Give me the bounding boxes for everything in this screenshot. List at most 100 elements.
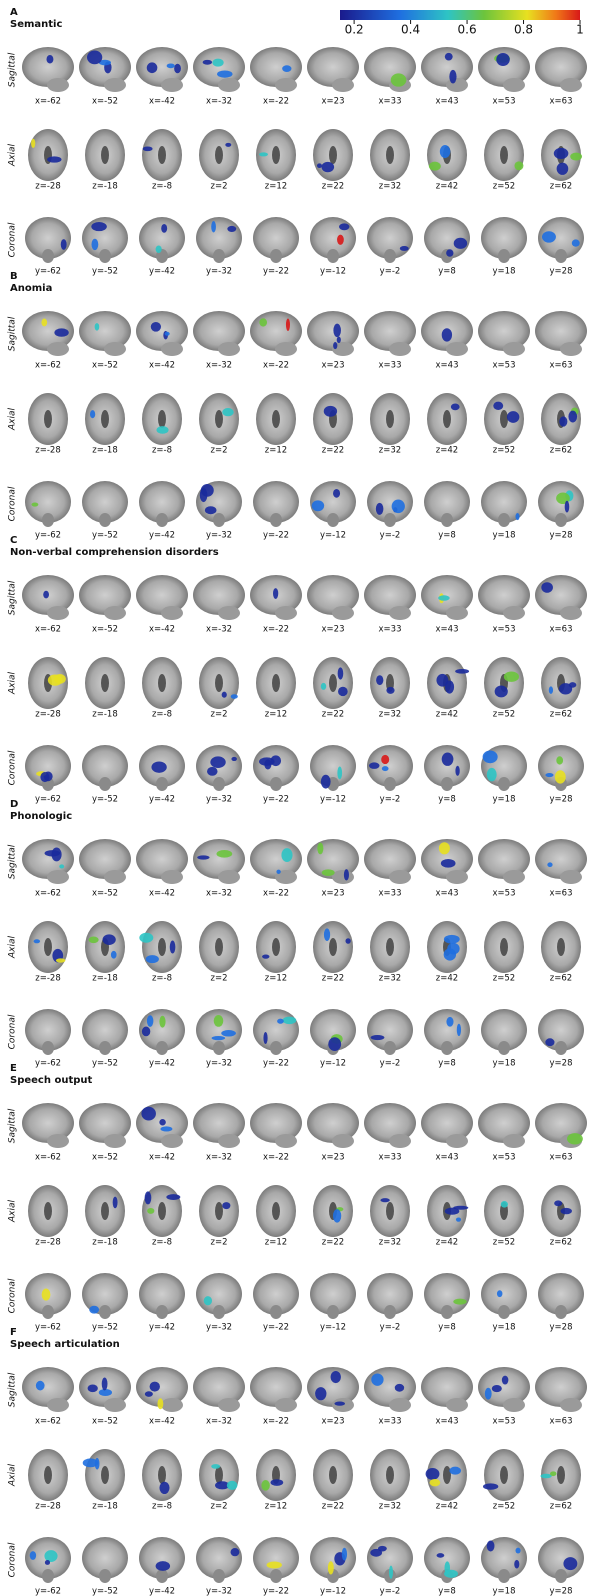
brain-shape [310,1009,356,1051]
cerebellum [218,1398,240,1412]
slice-label: y=-12 [320,1587,346,1596]
brain-slice [196,745,242,791]
brain-slice [425,1449,467,1501]
slice-label: y=28 [550,1587,573,1596]
brain-shape [25,481,71,523]
activation-blob [144,1191,152,1205]
activation-blob [554,1200,563,1207]
activation-blob [388,1565,393,1579]
slice-label: z=12 [265,1502,287,1512]
activation-blob [47,674,63,686]
activation-blob [315,1387,327,1401]
brain-slice [199,393,239,445]
brainstem [270,1305,282,1319]
activation-blob [226,1480,238,1490]
brainstem [99,513,111,527]
view-label: Coronal [8,1278,18,1313]
activation-blob [337,667,344,680]
brain-slice [367,217,413,263]
brain-slice [22,47,74,92]
cerebellum [446,1398,468,1412]
slice-label: z=2 [211,182,228,192]
activation-blob [41,318,48,327]
brain-slice [535,311,587,356]
activation-blob [216,849,233,858]
brainstem [441,1041,453,1055]
slice-label: x=-22 [263,1153,289,1163]
brain-slice [250,1367,302,1412]
ventricle [101,1202,109,1220]
brain-slice [28,1449,68,1501]
cerebellum [275,78,297,92]
cerebellum [389,606,411,620]
activation-blob [88,936,99,944]
slice-label: z=-8 [152,1238,172,1248]
activation-blob [29,1551,37,1560]
slice-label: x=-52 [92,97,118,107]
brain-shape [481,481,527,523]
brain-slice [85,921,125,973]
brain-slice [310,1009,356,1055]
activation-blob [321,869,335,876]
slice-label: y=-2 [380,1059,401,1069]
slice-label: x=33 [379,97,402,107]
brainstem [441,513,453,527]
brainstem [213,1569,225,1583]
slice-label: y=8 [438,1587,456,1596]
cerebellum [104,606,126,620]
slice-label: x=-62 [35,1417,61,1427]
activation-blob [276,869,281,874]
brain-slice [25,1273,71,1319]
brain-shape [364,311,416,351]
activation-blob [441,752,454,766]
slice-label: z=22 [322,974,344,984]
activation-blob [547,862,553,868]
ventricle [386,410,394,428]
brain-slice [250,839,302,884]
activation-blob [281,848,293,863]
ventricle [215,674,223,692]
slice-label: y=-22 [263,1587,289,1596]
activation-blob [87,50,103,65]
panel-letter: A [10,7,18,18]
activation-blob [91,222,107,232]
activation-blob [515,1547,521,1554]
activation-blob [486,767,497,782]
brain-slice [484,921,524,973]
cerebellum [104,342,126,356]
activation-blob [514,161,524,171]
activation-blob [261,1480,270,1491]
brain-slice [256,921,296,973]
activation-blob [455,1217,462,1222]
ventricle [443,1466,451,1484]
brain-slice [370,129,410,181]
slice-label: y=-22 [263,531,289,541]
ventricle [557,938,565,956]
activation-blob [381,754,390,765]
activation-blob [222,407,234,417]
view-label: Sagittal [8,580,18,615]
slice-label: y=-12 [320,531,346,541]
activation-blob [221,691,227,698]
slice-label: x=23 [322,97,345,107]
brain-shape [424,1009,470,1051]
brainstem [99,1305,111,1319]
slice-label: y=-62 [35,1587,61,1596]
activation-blob [87,1384,98,1393]
brain-slice [538,481,584,527]
cerebellum [104,78,126,92]
slice-label: y=-52 [92,1323,118,1333]
cerebellum [161,1398,183,1412]
brainstem [270,777,282,791]
brain-slice [28,393,68,445]
slice-label: z=62 [550,1238,572,1248]
activation-blob [155,1561,171,1571]
cerebellum [47,870,69,884]
brainstem [213,777,225,791]
ventricle [215,1202,223,1220]
cerebellum [332,78,354,92]
slice-label: y=-42 [149,531,175,541]
ventricle [329,1466,337,1484]
brainstem [441,777,453,791]
cerebellum [503,78,525,92]
